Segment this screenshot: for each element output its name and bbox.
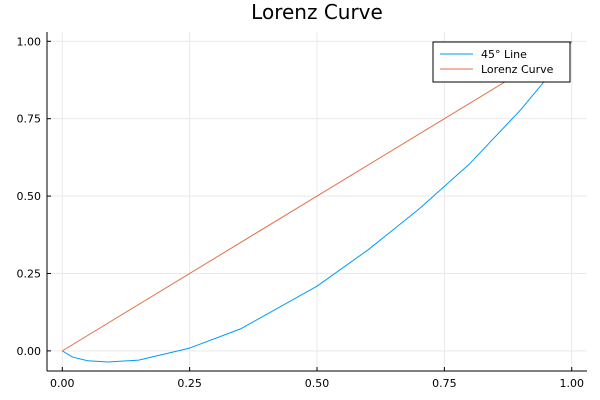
plot-series <box>62 40 573 363</box>
y-tick-label: 0.75 <box>17 113 42 126</box>
x-tick-label: 0.50 <box>305 377 330 390</box>
legend-label: 45° Line <box>481 48 527 61</box>
x-tick-label: 0.00 <box>50 377 75 390</box>
x-tick-label: 1.00 <box>559 377 584 390</box>
y-tick-label: 0.00 <box>17 345 42 358</box>
axes: 0.00 0.25 0.50 0.75 1.00 0.00 0.25 0.50 0.75 1.00 <box>17 32 587 390</box>
x-tick-label: 0.25 <box>177 377 202 390</box>
series-line-2 <box>62 40 572 352</box>
legend-box <box>432 41 571 83</box>
legend: 45° Line Lorenz Curve <box>432 41 571 83</box>
y-tick-label: 1.00 <box>17 35 42 48</box>
series-line-1 <box>62 41 573 363</box>
chart-title: Lorenz Curve <box>251 0 383 24</box>
x-tick-label: 0.75 <box>432 377 457 390</box>
y-tick-label: 0.25 <box>17 267 42 280</box>
legend-label: Lorenz Curve <box>481 63 554 76</box>
grid <box>47 32 587 371</box>
y-tick-label: 0.50 <box>17 190 42 203</box>
